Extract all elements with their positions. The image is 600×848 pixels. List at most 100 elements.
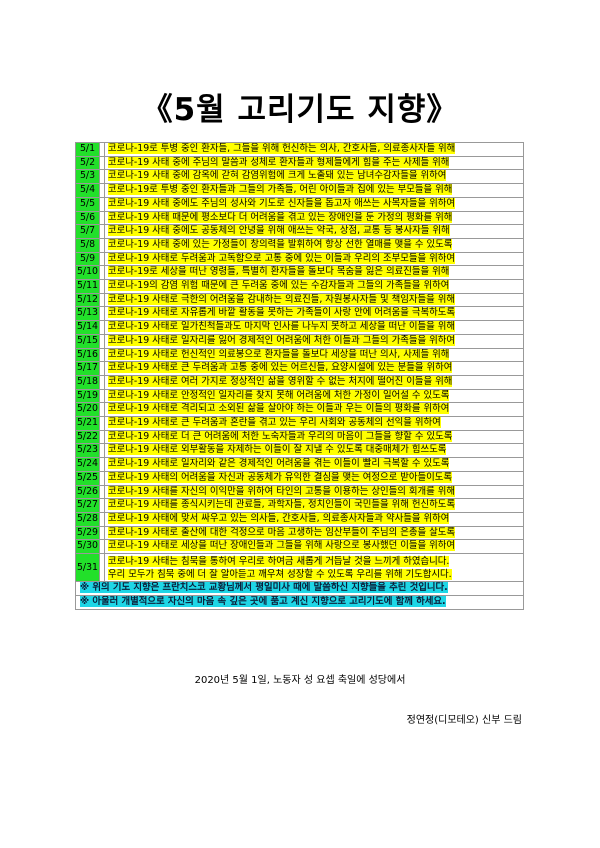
intention-cell: 코로나-19로 세상을 떠난 영령들, 특별히 환자들을 돌보다 목숨을 잃은 … (104, 265, 524, 281)
intention-cell: 코로나-19 사태로 안정적인 일자리를 찾지 못해 어려움에 처한 가정이 일… (104, 388, 524, 404)
table-row: 5/22 코로나-19 사태로 더 큰 어려움에 처한 노숙자들과 우리의 마음이… (75, 429, 524, 445)
table-row: 5/7 코로나-19 사태 중에도 공동체의 안녕을 위해 애쓰는 약국, 상점,… (75, 224, 524, 239)
table-row: 5/6 코로나-19 사태 때문에 평소보다 더 어려움을 겪고 있는 장애인을 … (75, 210, 524, 226)
date-cell: 5/25 (75, 470, 100, 486)
intention-cell: 코로나-19 사태로 두려움과 고독함으로 고통 중에 있는 이들과 우리의 조… (104, 251, 524, 267)
date-cell: 5/4 (75, 183, 100, 198)
date-cell: 5/7 (75, 224, 100, 239)
date-cell: 5/30 (75, 539, 100, 555)
table-row: 5/20 코로나-19 사태로 격리되고 소외된 삶을 살아야 하는 이들과 우는… (75, 402, 524, 418)
intention-cell: 코로나-19 사태의 어려움을 자신과 공동체가 유익한 결심을 맺는 여정으로… (104, 470, 524, 486)
table-row: 5/23 코로나-19 사태로 외부활동을 자제하는 이들이 잘 지낼 수 있도록… (75, 443, 524, 459)
intention-cell: 코로나-19 사태 중에 감옥에 갇혀 감염위험에 크게 노출돼 있는 남녀수감… (104, 169, 524, 185)
intention-cell: 코로나-19 사태 중에 있는 가정들이 창의력을 발휘하여 항상 선한 열매를… (104, 237, 524, 253)
table-row: 5/26 코로나-19 사태를 자신의 이익만을 위하여 타인의 고통을 이용하는… (75, 484, 524, 500)
intention-cell: 코로나-19로 투병 중인 환자들과 그들의 가족들, 어린 아이들과 집에 있… (104, 183, 524, 198)
table-row: 5/30 코로나-19 사태로 세상을 떠난 장애인들과 그들을 위해 사랑으로 … (75, 539, 524, 555)
intention-cell: 코로나-19 사태에 맞서 싸우고 있는 의사들, 간호사들, 의료종사자들과 … (104, 511, 524, 527)
table-row: 5/18 코로나-19 사태로 여러 가지로 정상적인 삶을 영위할 수 없는 처… (75, 374, 524, 390)
prayer-intentions-table: 5/1 코로나-19로 투병 중인 환자들, 그들을 위해 헌신하는 의사, 간호… (75, 142, 524, 610)
date-cell: 5/14 (75, 320, 100, 335)
table-row: 5/10 코로나-19로 세상을 떠난 영령들, 특별히 환자들을 돌보다 목숨을… (75, 265, 524, 281)
intention-cell: 코로나-19 사태 때문에 평소보다 더 어려움을 겪고 있는 장애인을 둔 가… (104, 210, 524, 226)
date-cell: 5/3 (75, 169, 100, 185)
intention-cell: 코로나-19 사태로 일가친척들과도 마지막 인사를 나누지 못하고 세상을 떠… (104, 320, 524, 335)
note-2: ※ 아울러 개별적으로 자신의 마음 속 깊은 곳에 품고 계신 지향으로 고리… (75, 594, 524, 610)
table-row: 5/15 코로나-19 사태로 일자리를 잃어 경제적인 어려움에 처한 이들과 … (75, 333, 524, 349)
date-cell: 5/1 (75, 142, 100, 157)
intention-cell: 코로나-19 사태로 외부활동을 자제하는 이들이 잘 지낼 수 있도록 대중매… (104, 443, 524, 459)
date-cell: 5/16 (75, 347, 100, 363)
date-line: 2020년 5월 1일, 노동자 성 요셉 축일에 성당에서 (194, 675, 406, 686)
table-row: 5/9 코로나-19 사태로 두려움과 고독함으로 고통 중에 있는 이들과 우리… (75, 251, 524, 267)
signature: 정연정(디모테오) 신부 드림 (406, 715, 522, 726)
date-cell: 5/8 (75, 237, 100, 253)
date-cell: 5/20 (75, 402, 100, 418)
date-cell: 5/26 (75, 484, 100, 500)
date-cell: 5/31 (75, 553, 100, 583)
table-row: 5/2 코로나-19 사태 중에 주님의 말씀과 성체로 환자들과 형제들에게 힘… (75, 155, 524, 171)
intention-cell: 코로나-19 사태로 세상을 떠난 장애인들과 그들을 위해 사랑으로 봉사했던… (104, 539, 524, 555)
date-cell: 5/5 (75, 196, 100, 212)
date-cell: 5/15 (75, 333, 100, 349)
intention-cell: 코로나-19 사태 중에도 주님의 성사와 기도로 신자들을 돕고자 애쓰는 사… (104, 196, 524, 212)
table-row: 5/13 코로나-19 사태로 자유롭게 바깥 활동을 못하는 가족들이 사랑 안… (75, 306, 524, 322)
date-cell: 5/22 (75, 429, 100, 445)
table-row: 5/5 코로나-19 사태 중에도 주님의 성사와 기도로 신자들을 돕고자 애쓰… (75, 196, 524, 212)
table-row: 5/4 코로나-19로 투병 중인 환자들과 그들의 가족들, 어린 아이들과 집… (75, 183, 524, 198)
intention-line-1: 코로나-19 사태는 침묵을 통하여 우리로 하여금 새롭게 거듭날 것을 느끼… (108, 555, 450, 567)
intention-cell: 코로나-19의 감염 위험 때문에 큰 두려움 중에 있는 수감자들과 그들의 … (104, 279, 524, 294)
note-row: ※ 아울러 개별적으로 자신의 마음 속 깊은 곳에 품고 계신 지향으로 고리… (75, 594, 524, 610)
intention-line-2: 우리 모두가 침묵 중에 더 잘 알아듣고 깨우쳐 성장할 수 있도록 우리를 … (108, 568, 452, 580)
table-row: 5/17 코로나-19 사태로 큰 두려움과 고통 중에 있는 어르신들, 요양시… (75, 361, 524, 376)
intention-cell: 코로나-19로 투병 중인 환자들, 그들을 위해 헌신하는 의사, 간호사들,… (104, 142, 524, 157)
date-cell: 5/18 (75, 374, 100, 390)
table-row: 5/24 코로나-19 사태로 일자리와 같은 경제적인 어려움을 겪는 이들이 … (75, 457, 524, 472)
table-row: 5/25 코로나-19 사태의 어려움을 자신과 공동체가 유익한 결심을 맺는 … (75, 470, 524, 486)
intention-cell: 코로나-19 사태로 자유롭게 바깥 활동을 못하는 가족들이 사랑 안에 어려… (104, 306, 524, 322)
intention-cell: 코로나-19 사태를 종식시키는데 관료들, 과학자들, 정치인들이 국민들을 … (104, 498, 524, 513)
intention-cell: 코로나-19 사태로 여러 가지로 정상적인 삶을 영위할 수 없는 처지에 떨… (104, 374, 524, 390)
table-row: 5/8 코로나-19 사태 중에 있는 가정들이 창의력을 발휘하여 항상 선한 … (75, 237, 524, 253)
intention-cell: 코로나-19 사태를 자신의 이익만을 위하여 타인의 고통을 이용하는 상인들… (104, 484, 524, 500)
intention-cell: 코로나-19 사태로 큰 두려움과 고통 중에 있는 어르신들, 요양시설에 있… (104, 361, 524, 376)
intention-cell: 코로나-19 사태로 격리되고 소외된 삶을 살아야 하는 이들과 우는 이들의… (104, 402, 524, 418)
intention-cell: 코로나-19 사태로 출산에 대한 걱정으로 마음 고생하는 임산부들이 주님의… (104, 525, 524, 541)
date-cell: 5/13 (75, 306, 100, 322)
intention-cell: 코로나-19 사태로 일자리와 같은 경제적인 어려움을 겪는 이들이 빨리 극… (104, 457, 524, 472)
intention-cell: 코로나-19 사태로 헌신적인 의료봉으로 환자들을 돌보다 세상을 떠난 의사… (104, 347, 524, 363)
date-cell: 5/19 (75, 388, 100, 404)
page-title: 《5월 고리기도 지향》 (141, 92, 459, 128)
table-row: 5/27 코로나-19 사태를 종식시키는데 관료들, 과학자들, 정치인들이 국… (75, 498, 524, 513)
table-row: 5/16 코로나-19 사태로 헌신적인 의료봉으로 환자들을 돌보다 세상을 떠… (75, 347, 524, 363)
intention-cell: 코로나-19 사태 중에 주님의 말씀과 성체로 환자들과 형제들에게 힘을 주… (104, 155, 524, 171)
date-cell: 5/6 (75, 210, 100, 226)
date-cell: 5/2 (75, 155, 100, 171)
date-cell: 5/29 (75, 525, 100, 541)
intention-cell: 코로나-19 사태로 극한의 어려움을 감내하는 의료진들, 자원봉사자들 및 … (104, 292, 524, 308)
table-row: 5/28 코로나-19 사태에 맞서 싸우고 있는 의사들, 간호사들, 의료종사… (75, 511, 524, 527)
table-row: 5/19 코로나-19 사태로 안정적인 일자리를 찾지 못해 어려움에 처한 가… (75, 388, 524, 404)
note-1: ※ 위의 기도 지향은 프란치스코 교황님께서 평일미사 때에 말씀하신 지향들… (75, 581, 524, 596)
table-row: 5/11 코로나-19의 감염 위험 때문에 큰 두려움 중에 있는 수감자들과 … (75, 279, 524, 294)
table-row: 5/14 코로나-19 사태로 일가친척들과도 마지막 인사를 나누지 못하고 세… (75, 320, 524, 335)
date-cell: 5/28 (75, 511, 100, 527)
date-cell: 5/27 (75, 498, 100, 513)
date-cell: 5/12 (75, 292, 100, 308)
intention-cell: 코로나-19 사태 중에도 공동체의 안녕을 위해 애쓰는 약국, 상점, 교통… (104, 224, 524, 239)
note-row: ※ 위의 기도 지향은 프란치스코 교황님께서 평일미사 때에 말씀하신 지향들… (75, 581, 524, 596)
intention-cell: 코로나-19 사태로 큰 두려움과 혼란을 겪고 있는 우리 사회와 공동체의 … (104, 416, 524, 431)
date-cell: 5/23 (75, 443, 100, 459)
intention-cell: 코로나-19 사태는 침묵을 통하여 우리로 하여금 새롭게 거듭날 것을 느끼… (104, 553, 524, 583)
intention-cell: 코로나-19 사태로 더 큰 어려움에 처한 노숙자들과 우리의 마음이 그들을… (104, 429, 524, 445)
table-row: 5/21 코로나-19 사태로 큰 두려움과 혼란을 겪고 있는 우리 사회와 공… (75, 416, 524, 431)
date-cell: 5/10 (75, 265, 100, 281)
date-cell: 5/17 (75, 361, 100, 376)
intention-cell: 코로나-19 사태로 일자리를 잃어 경제적인 어려움에 처한 이들과 그들의 … (104, 333, 524, 349)
table-row: 5/3 코로나-19 사태 중에 감옥에 갇혀 감염위험에 크게 노출돼 있는 남… (75, 169, 524, 185)
date-cell: 5/24 (75, 457, 100, 472)
date-cell: 5/21 (75, 416, 100, 431)
table-row-5-31: 5/31 코로나-19 사태는 침묵을 통하여 우리로 하여금 새롭게 거듭날 … (75, 553, 524, 583)
table-row: 5/1 코로나-19로 투병 중인 환자들, 그들을 위해 헌신하는 의사, 간호… (75, 142, 524, 157)
date-cell: 5/11 (75, 279, 100, 294)
